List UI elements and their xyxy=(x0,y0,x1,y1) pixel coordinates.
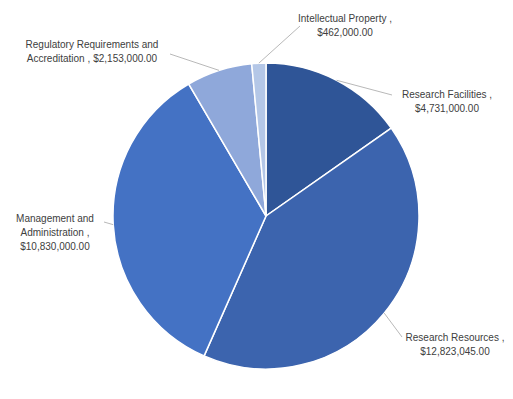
label-value: $10,830,000.00 xyxy=(20,241,90,252)
pie-slice xyxy=(252,63,266,216)
label-category: Research Facilities , xyxy=(402,89,492,100)
label-value: $462,000.00 xyxy=(317,27,373,38)
data-label: $462,000.00 xyxy=(317,27,373,38)
data-label: Regulatory Requirements and xyxy=(26,39,159,50)
data-label: Administration , xyxy=(21,227,90,238)
data-label: $10,830,000.00 xyxy=(20,241,90,252)
data-label: Research Facilities , xyxy=(402,89,492,100)
pie xyxy=(113,63,419,369)
data-label: Management and xyxy=(16,213,94,224)
chart-container: Research Facilities , $4,731,000.00 Resear… xyxy=(0,0,513,399)
label-category: Management and xyxy=(16,213,94,224)
pie-slice xyxy=(189,64,266,216)
data-labels: Research Facilities , $4,731,000.00 Resear… xyxy=(16,13,504,357)
label-value: $4,731,000.00 xyxy=(415,103,479,114)
data-label: Intellectual Property , xyxy=(298,13,392,24)
data-label: $12,823,045.00 xyxy=(420,346,490,357)
label-value: $12,823,045.00 xyxy=(420,346,490,357)
data-label: $4,731,000.00 xyxy=(415,103,479,114)
data-label: Research Resources , xyxy=(406,332,505,343)
leader-line xyxy=(337,80,392,95)
label-category: Regulatory Requirements and xyxy=(26,39,159,50)
label-category: Research Resources , xyxy=(406,332,505,343)
label-category: Accreditation , xyxy=(27,53,90,64)
label-value: $2,153,000.00 xyxy=(93,53,157,64)
leader-line xyxy=(259,26,300,63)
chart-svg: Research Facilities , $4,731,000.00 Resear… xyxy=(0,0,513,399)
label-category: Intellectual Property , xyxy=(298,13,392,24)
data-label: Accreditation ,$2,153,000.00 xyxy=(27,53,158,64)
leader-line xyxy=(170,54,219,70)
leader-line xyxy=(384,313,402,337)
leader-lines xyxy=(104,26,402,337)
leader-line xyxy=(104,222,113,225)
label-category: Administration , xyxy=(21,227,90,238)
